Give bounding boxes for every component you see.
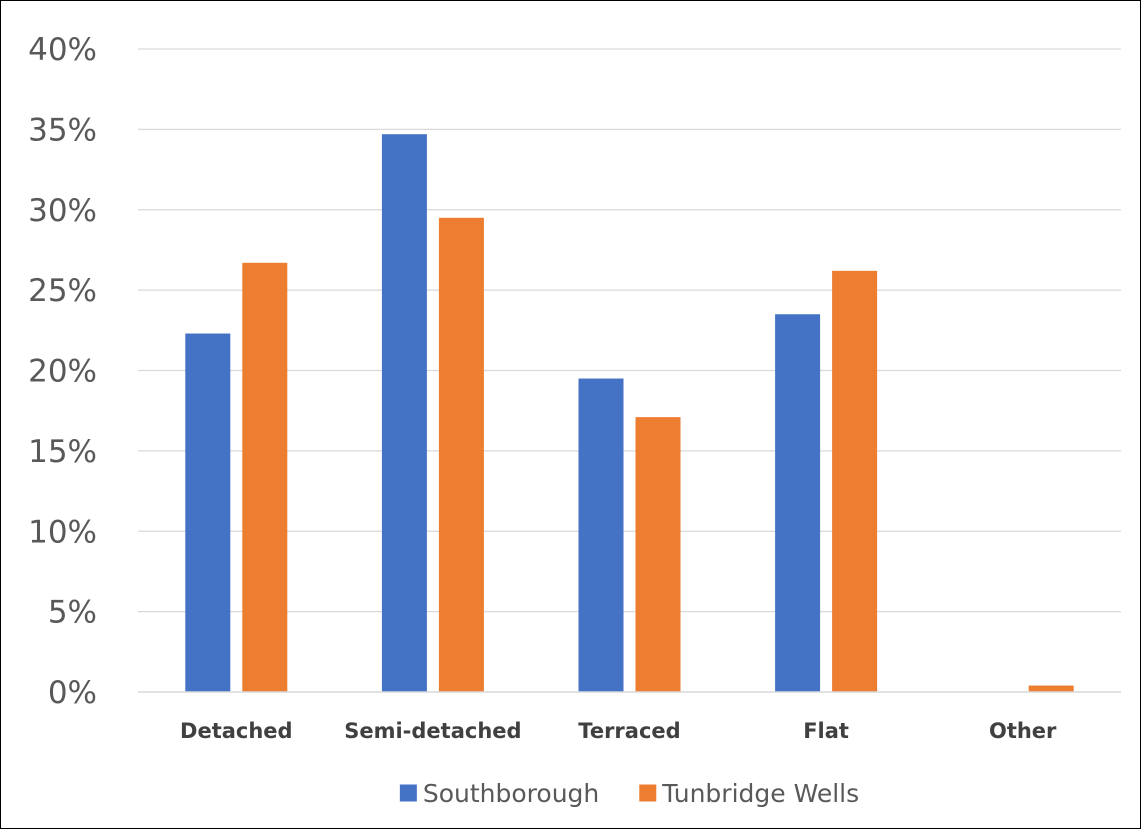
bar bbox=[242, 262, 288, 692]
y-tick-label: 0% bbox=[48, 675, 97, 711]
bar bbox=[1028, 685, 1074, 692]
bar bbox=[185, 333, 231, 692]
y-tick-label: 15% bbox=[28, 434, 97, 470]
y-tick-label: 30% bbox=[28, 193, 97, 229]
x-axis-categories: Detached Semi-detached Terraced Flat Other bbox=[180, 719, 1057, 743]
y-axis-ticks: 0% 5% 10% 15% 20% 25% 30% 35% 40% bbox=[28, 32, 97, 711]
bars bbox=[185, 134, 1074, 692]
x-category-label: Terraced bbox=[578, 719, 680, 743]
bar bbox=[381, 134, 427, 692]
y-tick-label: 5% bbox=[48, 595, 97, 631]
y-tick-label: 25% bbox=[28, 273, 97, 309]
bar bbox=[635, 417, 681, 692]
legend-item: Southborough bbox=[399, 779, 599, 808]
legend-swatch bbox=[639, 784, 657, 802]
bar bbox=[832, 270, 878, 692]
y-tick-label: 10% bbox=[28, 514, 97, 550]
bar bbox=[775, 314, 821, 692]
legend: Southborough Tunbridge Wells bbox=[399, 779, 859, 808]
y-tick-label: 40% bbox=[28, 32, 97, 68]
x-category-label: Flat bbox=[803, 719, 849, 743]
bar bbox=[438, 217, 484, 692]
legend-label: Southborough bbox=[423, 779, 599, 808]
x-category-label: Other bbox=[989, 719, 1057, 743]
x-category-label: Semi-detached bbox=[344, 719, 521, 743]
legend-item: Tunbridge Wells bbox=[639, 779, 859, 808]
legend-swatch bbox=[399, 784, 417, 802]
y-tick-label: 20% bbox=[28, 354, 97, 390]
gridlines bbox=[138, 48, 1121, 613]
x-category-label: Detached bbox=[180, 719, 293, 743]
bar bbox=[578, 378, 624, 692]
y-tick-label: 35% bbox=[28, 112, 97, 148]
legend-label: Tunbridge Wells bbox=[661, 779, 859, 808]
